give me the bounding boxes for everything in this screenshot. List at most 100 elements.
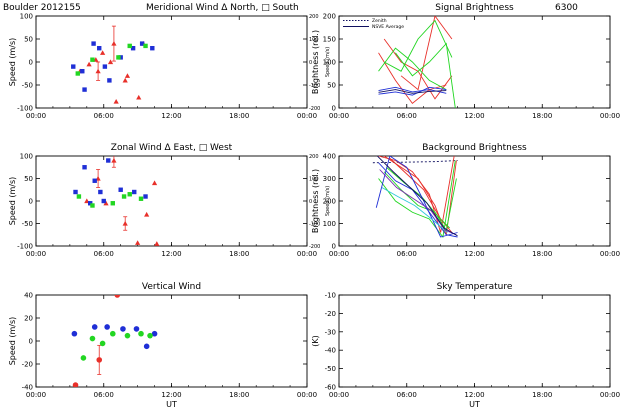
meridional-south-point: [102, 64, 108, 69]
vertical-x-tick-label: 18:00: [229, 391, 249, 399]
vertical-x-tick-label: 06:00: [94, 391, 114, 399]
meridional-x-tick-label: 06:00: [94, 112, 114, 120]
meridional-data-layer: [71, 25, 155, 104]
vertical-red-point: [96, 357, 103, 363]
background-cyan-1-line: [381, 187, 448, 233]
sky-y-axis-label: (K): [311, 335, 320, 347]
vertical-y-tick-label: -40: [22, 384, 33, 392]
meridional-chart-title: Meridional Wind Δ North, □ South: [146, 3, 299, 13]
meridional-north-point: [111, 41, 117, 46]
signal-chart-title: Signal Brightness: [435, 3, 514, 13]
zonal-x-tick-label: 00:00: [297, 250, 317, 258]
signal-y-tick-label: 150: [323, 36, 336, 44]
vertical-x-tick-label: 00:00: [26, 391, 46, 399]
meridional-south-point: [130, 46, 136, 51]
vertical-blue-point: [133, 326, 140, 332]
zonal-plot-frame: [35, 155, 308, 247]
background-y-tick-label: 100: [323, 220, 336, 228]
meridional-south-point: [82, 87, 87, 92]
vertical-y-tick-label: -20: [22, 361, 33, 369]
signal-red-3-line: [400, 16, 453, 91]
zonal-west-point: [132, 189, 137, 195]
zonal-data-layer: [73, 156, 160, 246]
vertical-green-point: [147, 332, 153, 339]
signal-y-tick-label: 0: [332, 105, 336, 113]
signal-x-tick-label: 18:00: [532, 112, 552, 120]
background-purple-1-line: [379, 169, 457, 236]
signal-data-layer: [378, 16, 456, 108]
meridional-north-point: [95, 68, 101, 74]
sky-x-tick-label: 18:00: [532, 391, 552, 399]
zonal-y2-tick-label: 200: [309, 154, 319, 160]
signal-x-tick-label: 06:00: [397, 112, 417, 120]
meridional-south-point: [118, 55, 123, 60]
background-x-tick-label: 00:00: [600, 250, 620, 258]
sky-y-tick-label: -50: [325, 365, 336, 373]
zonal-west-point: [98, 189, 103, 195]
zonal-vertical-corrected-point: [90, 203, 95, 208]
background-blue-2-line: [378, 162, 458, 238]
meridional-x-tick-label: 00:00: [297, 112, 317, 120]
sky-x-tick-label: 12:00: [464, 391, 484, 399]
vertical-red-point: [114, 295, 121, 298]
vertical-data-layer: [71, 295, 158, 387]
vertical-blue-point: [151, 330, 158, 337]
zonal-west-point: [82, 165, 87, 170]
sky-y-tick-label: -20: [325, 310, 336, 318]
background-y-tick-label: 200: [323, 198, 336, 206]
meridional-plot-frame: [35, 15, 308, 109]
meridional-y2-axis-label: Speed (m/s): [325, 47, 331, 77]
meridional-north-point: [86, 61, 92, 67]
zonal-west-point: [106, 158, 111, 163]
zonal-vertical-corrected-point: [121, 194, 127, 199]
zonal-east-point: [135, 240, 141, 245]
background-x-tick-label: 00:00: [329, 250, 349, 258]
sky-chart-title: Sky Temperature: [437, 282, 513, 292]
meridional-y-tick-label: -100: [17, 105, 33, 113]
signal-blue-1-line: [378, 86, 447, 96]
vertical-red-point: [72, 382, 79, 387]
meridional-x-tick-label: 12:00: [161, 112, 181, 120]
vertical-y-tick-label: 20: [24, 315, 33, 323]
zonal-vertical-corrected-point: [110, 201, 115, 206]
meridional-x-tick-label: 00:00: [26, 112, 46, 120]
zonal-y-tick-label: 0: [29, 198, 33, 206]
signal-x-tick-label: 00:00: [329, 112, 349, 120]
zonal-west-point: [73, 189, 78, 195]
meridional-vertical-corrected-point: [143, 43, 148, 49]
sky-y-tick-label: -30: [325, 328, 336, 336]
zonal-chart-title: Zonal Wind Δ East, □ West: [111, 143, 233, 153]
background-navy-1-line: [377, 156, 458, 237]
signal-x-tick-label: 12:00: [464, 112, 484, 120]
signal-y-tick-label: 100: [323, 59, 336, 67]
meridional-north-point: [107, 59, 114, 65]
background-x-tick-label: 12:00: [464, 250, 484, 258]
background-y-tick-label: 0: [332, 243, 336, 251]
sky-y-tick-label: -40: [325, 347, 336, 355]
zonal-west-point: [92, 178, 97, 183]
meridional-north-point: [136, 94, 142, 100]
zonal-x-tick-label: 18:00: [229, 250, 249, 258]
sky-x-axis-label: UT: [469, 400, 480, 409]
zonal-east-point: [154, 241, 160, 246]
vertical-green-point: [80, 355, 87, 361]
sky-y-tick-label: -60: [325, 384, 336, 392]
zonal-y2-tick-label: 0: [309, 199, 312, 205]
zonal-east-point: [151, 180, 158, 186]
vertical-x-axis-label: UT: [166, 400, 177, 409]
vertical-green-point: [109, 330, 116, 337]
meridional-site-date-title: Boulder 2012155: [3, 3, 81, 13]
zonal-y-tick-label: -100: [17, 243, 33, 251]
zonal-y-axis-label: Speed (m/s): [8, 177, 17, 226]
background-y-axis-label: Brightness (rel.): [311, 169, 320, 233]
vertical-green-point: [99, 340, 106, 347]
background-data-layer: [372, 156, 458, 239]
vertical-x-tick-label: 00:00: [297, 391, 317, 399]
vertical-green-point: [89, 335, 96, 342]
vertical-blue-point: [104, 324, 110, 330]
background-red-3-line: [389, 157, 453, 233]
zonal-x-tick-label: 06:00: [94, 250, 114, 258]
signal-green-3-line: [395, 42, 456, 108]
vertical-blue-point: [143, 343, 150, 350]
meridional-north-point: [124, 73, 131, 78]
